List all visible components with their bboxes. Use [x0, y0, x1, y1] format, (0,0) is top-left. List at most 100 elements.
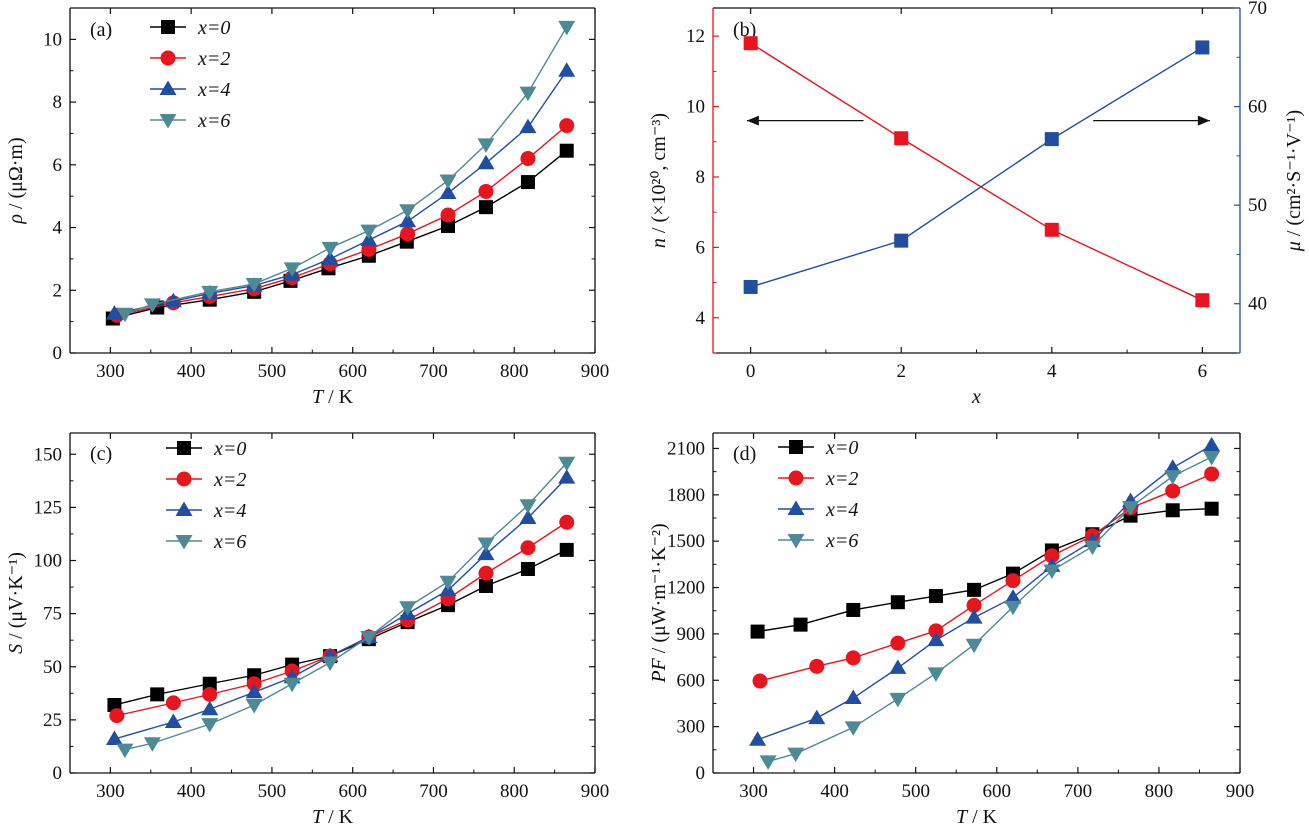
y-tick-label: 1200	[667, 578, 705, 599]
x-tick-label: 0	[746, 361, 756, 382]
series-markers-1	[107, 542, 574, 712]
data-point	[1044, 132, 1059, 147]
data-point	[321, 656, 339, 671]
data-point	[844, 689, 862, 705]
chart-panel-1: 300 400 500 600 700 800 900 0 2 4 6 8 10 T / K ρ / (μΩ…	[5, 7, 610, 408]
data-point	[894, 233, 909, 248]
data-point	[321, 241, 339, 257]
data-point	[1203, 450, 1221, 466]
y-axis-label-unit: / (μΩ·m)	[5, 137, 27, 214]
data-point	[890, 635, 906, 651]
data-point	[202, 676, 217, 691]
data-point	[927, 667, 945, 682]
series-markers-1	[743, 36, 1210, 308]
y-axis-label-variable: ρ	[5, 214, 27, 225]
x-tick-label: 300	[96, 781, 125, 802]
legend-entry: x=2	[825, 468, 858, 490]
data-point	[519, 118, 537, 134]
data-point	[116, 307, 134, 323]
data-point	[283, 262, 301, 277]
data-point	[749, 731, 767, 746]
x-tick-label: 900	[581, 361, 610, 382]
data-point	[477, 154, 495, 170]
series-line-3	[114, 477, 568, 740]
data-point	[478, 579, 493, 593]
y-tick-label: 0	[53, 343, 63, 364]
y-axis-label: n / (×10²⁰, cm⁻³)	[648, 113, 670, 248]
data-point	[558, 469, 576, 484]
y-tick-label: 8	[53, 92, 63, 113]
y-tick-label: 4	[696, 308, 706, 329]
panel-label: (a)	[90, 19, 112, 41]
x-tick-label: 300	[739, 781, 768, 802]
y-axis-label: PF / (μW·m⁻¹·K⁻²)	[648, 523, 670, 683]
series-line-1	[750, 42, 1203, 301]
x-tick-label: 400	[177, 781, 206, 802]
data-point	[889, 659, 907, 674]
data-point	[759, 755, 777, 770]
data-point	[164, 713, 182, 728]
y-axis-label-variable: S	[5, 644, 27, 654]
series-markers-3	[105, 62, 576, 320]
y-tick-label: 300	[677, 717, 706, 738]
x-tick-label: 900	[581, 781, 610, 802]
series-line-4	[124, 462, 568, 751]
legend-marker	[177, 441, 191, 455]
data-point	[1164, 470, 1182, 485]
panel-label: (b)	[733, 19, 756, 41]
data-point	[477, 537, 495, 552]
data-point	[1083, 540, 1101, 556]
data-point	[558, 20, 576, 36]
data-point	[201, 718, 219, 733]
y2-tick-label: 40	[1248, 294, 1267, 315]
y-tick-label: 6	[696, 237, 706, 258]
y-tick-label: 125	[34, 497, 63, 518]
data-point	[558, 62, 576, 77]
legend-marker	[160, 50, 176, 66]
data-point	[1164, 459, 1182, 474]
x-tick-label: 600	[338, 361, 367, 382]
y-tick-label: 10	[43, 29, 62, 50]
data-point	[743, 279, 758, 294]
data-point	[558, 456, 576, 472]
data-point	[787, 747, 805, 763]
x-axis-label-unit: / K	[323, 386, 354, 408]
data-point	[245, 699, 263, 714]
y2-axis-label: μ / (cm²·S⁻¹·V⁻¹)	[1283, 110, 1305, 252]
data-point	[1004, 589, 1022, 604]
y2-tick-label: 70	[1248, 0, 1267, 19]
data-point	[245, 278, 263, 293]
y-tick-label: 2	[53, 280, 63, 301]
data-point	[793, 617, 808, 632]
series-markers-2	[109, 514, 575, 724]
data-point	[519, 86, 537, 102]
data-point	[143, 298, 161, 313]
y-tick-label: 600	[677, 670, 706, 691]
x-tick-label: 4	[1047, 361, 1057, 382]
data-point	[520, 175, 535, 190]
chart-panel-3: 300 400 500 600 700 800 900 0 25 50 75 100 125 150 T /…	[5, 432, 610, 828]
data-point	[143, 737, 161, 752]
series-line-1	[757, 508, 1212, 633]
y-axis-label: ρ / (μΩ·m)	[5, 137, 27, 224]
data-point	[439, 184, 457, 200]
data-point	[750, 624, 765, 639]
series-markers-3	[749, 436, 1221, 746]
series-line-2	[116, 125, 568, 317]
series-markers-2	[743, 40, 1210, 294]
x-axis-label: T / K	[312, 386, 354, 408]
data-point	[478, 565, 494, 581]
x-axis-label-unit: / K	[967, 806, 998, 828]
y-tick-label: 1500	[667, 531, 705, 552]
data-point	[965, 638, 983, 654]
data-point	[1204, 466, 1220, 482]
legend-marker	[788, 470, 804, 486]
series-markers-4	[116, 20, 576, 323]
legend-entry: x=0	[197, 17, 230, 39]
data-point	[844, 721, 862, 736]
chart-panel-4: 300 400 500 600 700 800 900 0 300 600 900 1200 1500 1…	[648, 432, 1254, 828]
x-tick-label: 400	[177, 361, 206, 382]
series-markers-4	[759, 450, 1221, 770]
data-point	[399, 212, 417, 228]
arrow-left	[746, 115, 864, 126]
